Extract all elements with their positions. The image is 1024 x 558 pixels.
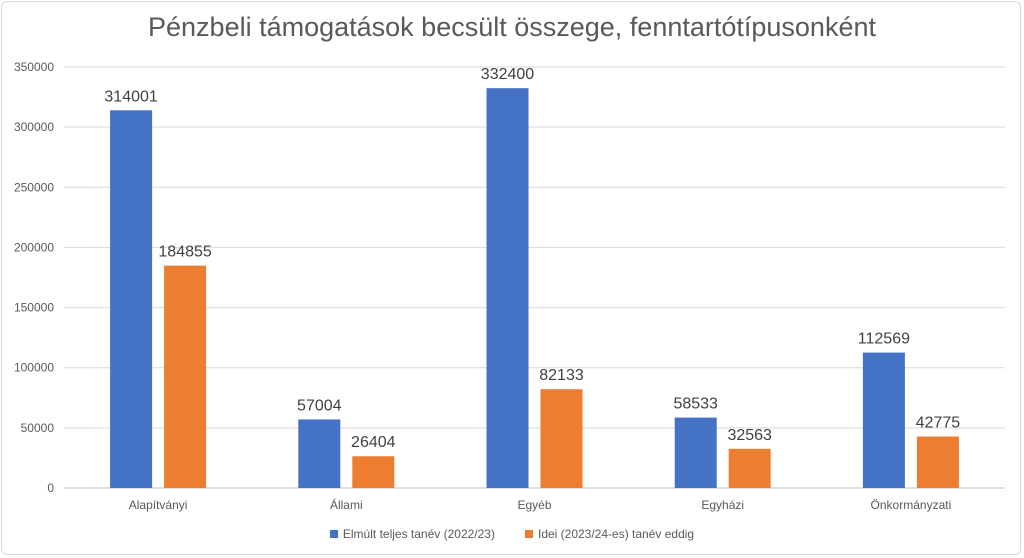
x-tick-label: Önkormányzati <box>871 498 952 512</box>
bar <box>540 389 583 488</box>
legend-label-series-2: Idei (2023/24-es) tanév eddig <box>537 527 695 541</box>
legend-swatch-series-1 <box>329 530 338 538</box>
x-tick-label: Egyéb <box>517 498 551 512</box>
x-tick-label: Egyházi <box>701 498 744 512</box>
data-label: 58533 <box>673 396 718 413</box>
bar <box>298 419 341 488</box>
bar <box>352 456 395 488</box>
bar <box>862 352 905 488</box>
chart-title: Pénzbeli támogatások becsült összege, fe… <box>148 12 876 42</box>
data-label: 112569 <box>858 331 910 348</box>
x-tick-label: Állami <box>330 497 363 512</box>
y-tick-label: 300000 <box>14 120 54 134</box>
data-label: 57004 <box>297 397 342 414</box>
legend-item-series-2: Idei (2023/24-es) tanév eddig <box>524 527 695 541</box>
data-label: 184855 <box>158 244 211 261</box>
data-label: 42775 <box>916 415 961 432</box>
legend: Elmúlt teljes tanév (2022/23) Idei (2023… <box>0 527 1024 541</box>
y-tick-label: 0 <box>47 481 54 495</box>
y-tick-label: 350000 <box>14 60 54 74</box>
data-label: 332400 <box>481 66 534 83</box>
data-label: 26404 <box>351 434 396 451</box>
y-tick-label: 150000 <box>14 301 54 315</box>
bar <box>486 88 529 488</box>
y-tick-label: 100000 <box>14 361 54 375</box>
data-label: 32563 <box>727 427 772 444</box>
legend-label-series-1: Elmúlt teljes tanév (2022/23) <box>342 527 495 541</box>
x-tick-label: Alapítványi <box>129 498 188 512</box>
bar <box>164 265 207 488</box>
y-tick-label: 250000 <box>14 180 54 194</box>
legend-item-series-1: Elmúlt teljes tanév (2022/23) <box>329 527 495 541</box>
bar <box>110 110 153 489</box>
bar <box>674 417 717 488</box>
data-label: 82133 <box>539 367 584 384</box>
y-tick-label: 200000 <box>14 240 54 254</box>
legend-swatch-series-2 <box>524 530 533 538</box>
bar <box>916 436 959 488</box>
data-label: 314001 <box>104 88 157 105</box>
bar <box>728 448 771 488</box>
y-tick-label: 50000 <box>21 421 55 435</box>
